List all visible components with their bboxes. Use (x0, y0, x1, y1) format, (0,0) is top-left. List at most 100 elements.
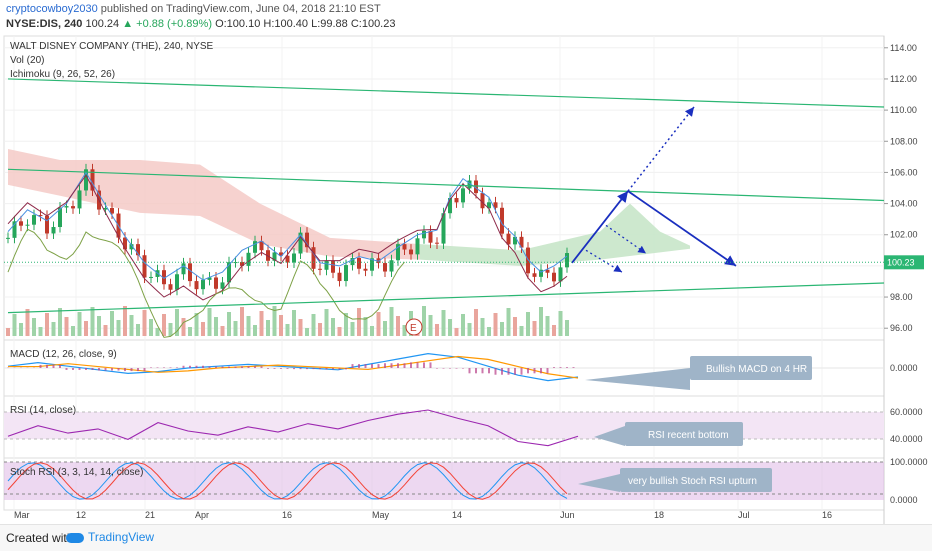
last-price: 100.24 (85, 18, 120, 30)
volume-bar (246, 316, 251, 336)
volume-bar (142, 310, 147, 336)
tradingview-logo[interactable]: TradingView (66, 530, 154, 544)
volume-bar (259, 311, 264, 336)
candle-body (480, 193, 485, 209)
candle-body (220, 282, 225, 289)
candle-body (389, 260, 394, 272)
candle-body (279, 252, 283, 256)
candle-body (357, 257, 361, 269)
candle-body (305, 232, 309, 248)
candle-body (558, 267, 563, 282)
candle-body (90, 169, 95, 191)
chart-area[interactable]: 114.00 112.00 110.00 108.00 106.00 104.00 102.… (0, 34, 932, 524)
trend-lines (7, 78, 885, 314)
author-link[interactable]: cryptocowboy2030 (6, 3, 98, 15)
rsi-callout[interactable]: RSI recent bottom (594, 422, 743, 446)
volume-bar (370, 326, 374, 336)
macd-line (7, 352, 579, 382)
volume-bar (506, 308, 511, 336)
candle-body (318, 268, 322, 270)
candle-body (181, 263, 186, 275)
candle-body (298, 232, 303, 254)
volume-bar (435, 324, 439, 336)
stoch-callout[interactable]: very bullish Stoch RSI upturn (578, 468, 772, 492)
candle-body (428, 230, 433, 243)
time-tick-label: 18 (654, 510, 664, 520)
volume-bar (500, 322, 504, 336)
candle-body (422, 230, 426, 239)
price-tick-label: 112.00 (890, 74, 917, 84)
candle-body (266, 250, 270, 261)
earnings-marker[interactable] (405, 318, 423, 336)
candle-body (136, 244, 140, 256)
candle-body (149, 276, 153, 278)
volume-bar (149, 319, 153, 336)
price-axis: 114.00 112.00 110.00 108.00 106.00 104.00 102.… (4, 43, 928, 505)
volume-bar (25, 309, 30, 336)
volume-bar (363, 317, 368, 336)
candle-body (435, 242, 439, 244)
rsi-note: RSI recent bottom (648, 430, 729, 441)
volume-bar (38, 327, 43, 336)
volume-bar (565, 320, 569, 336)
volume-bar (441, 310, 446, 336)
candle-body (454, 198, 459, 203)
last-price-badge (884, 255, 924, 270)
time-tick-label: 16 (282, 510, 292, 520)
volume-bar (285, 324, 290, 336)
volume-bar (526, 312, 530, 336)
candle-body (363, 268, 368, 271)
price-tick-label: 104.00 (890, 199, 918, 209)
candle-body (383, 263, 387, 272)
candle-body (415, 238, 420, 255)
volume-bar (207, 308, 212, 336)
candle-body (201, 279, 205, 290)
candle-body (129, 244, 134, 250)
volume-bar (357, 308, 361, 336)
volume-bar (45, 313, 49, 336)
up-arrow-icon: ▲ (122, 18, 134, 30)
volume-bar (110, 311, 114, 336)
volume-bar (129, 315, 134, 336)
stoch-d-line (7, 462, 568, 500)
volume-bar (64, 317, 69, 336)
volume-bar (383, 321, 387, 336)
volume-bar (181, 318, 186, 336)
earnings-label: E (410, 323, 417, 334)
ichimoku-legend: Ichimoku (9, 26, 52, 26) (10, 69, 115, 80)
indicator-level-label: 0.0000 (890, 495, 918, 505)
published-text: published on TradingView.com, June 04, 2… (100, 3, 381, 15)
candle-body (487, 202, 491, 209)
stoch-note: very bullish Stoch RSI upturn (628, 476, 757, 487)
volume-bar (454, 328, 459, 336)
candle-body (240, 262, 244, 266)
volume-bar (448, 319, 452, 336)
volume-bar (233, 321, 238, 336)
candle-body (493, 202, 498, 208)
volume-bar (116, 320, 121, 336)
volume-bar (97, 316, 101, 336)
candle-body (45, 215, 49, 234)
candle-body (259, 241, 264, 251)
macd-legend: MACD (12, 26, close, 9) (10, 349, 117, 360)
macd-callout[interactable]: Bullish MACD on 4 HR (585, 356, 812, 390)
created-with: Created with (6, 531, 74, 545)
volume-bar (272, 306, 277, 336)
arrow-down-leg (627, 190, 737, 267)
rsi-legend: RSI (14, close) (10, 405, 76, 416)
candle-body (396, 244, 400, 261)
volume-bar (402, 325, 407, 336)
volume-bar (19, 323, 23, 336)
stoch-legend: Stoch RSI (3, 3, 14, 14, close) (10, 467, 143, 478)
volume-bar (350, 322, 355, 336)
volume-bar (545, 316, 550, 336)
volume-bar (175, 309, 179, 336)
volume-bar (318, 323, 322, 336)
chart-svg[interactable]: 114.00 112.00 110.00 108.00 106.00 104.00 102.… (0, 34, 932, 524)
volume-bar (71, 326, 75, 336)
candle-body (565, 253, 569, 268)
volume-bar (266, 320, 270, 336)
volume-bar (51, 322, 56, 336)
chart-title: WALT DISNEY COMPANY (THE), 240, NYSE (10, 41, 214, 52)
projection-arrows (571, 106, 737, 273)
